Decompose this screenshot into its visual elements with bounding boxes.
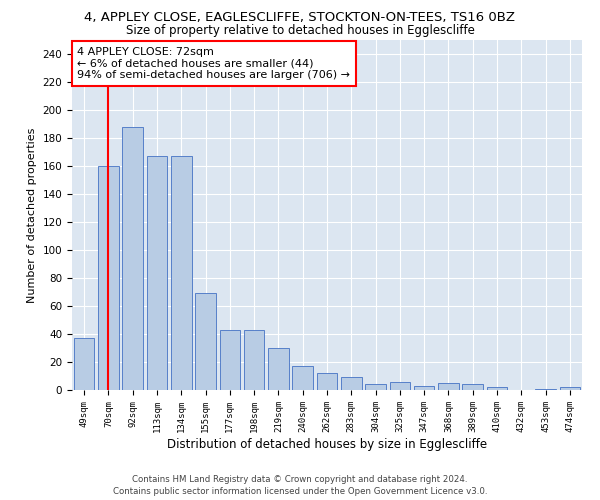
- Bar: [74, 338, 94, 390]
- Bar: [341, 378, 362, 390]
- Bar: [317, 373, 337, 390]
- Bar: [560, 387, 580, 390]
- Bar: [389, 382, 410, 390]
- Bar: [171, 156, 191, 390]
- Bar: [268, 348, 289, 390]
- Bar: [414, 386, 434, 390]
- Bar: [438, 383, 459, 390]
- Text: 4 APPLEY CLOSE: 72sqm
← 6% of detached houses are smaller (44)
94% of semi-detac: 4 APPLEY CLOSE: 72sqm ← 6% of detached h…: [77, 47, 350, 80]
- Text: Size of property relative to detached houses in Egglescliffe: Size of property relative to detached ho…: [125, 24, 475, 37]
- Bar: [146, 156, 167, 390]
- Text: 4, APPLEY CLOSE, EAGLESCLIFFE, STOCKTON-ON-TEES, TS16 0BZ: 4, APPLEY CLOSE, EAGLESCLIFFE, STOCKTON-…: [85, 11, 515, 24]
- Bar: [195, 294, 216, 390]
- Bar: [292, 366, 313, 390]
- Bar: [463, 384, 483, 390]
- Bar: [122, 127, 143, 390]
- Text: Contains HM Land Registry data © Crown copyright and database right 2024.
Contai: Contains HM Land Registry data © Crown c…: [113, 474, 487, 496]
- Bar: [220, 330, 240, 390]
- X-axis label: Distribution of detached houses by size in Egglescliffe: Distribution of detached houses by size …: [167, 438, 487, 450]
- Bar: [487, 387, 508, 390]
- Bar: [244, 330, 265, 390]
- Bar: [98, 166, 119, 390]
- Bar: [535, 388, 556, 390]
- Bar: [365, 384, 386, 390]
- Y-axis label: Number of detached properties: Number of detached properties: [27, 128, 37, 302]
